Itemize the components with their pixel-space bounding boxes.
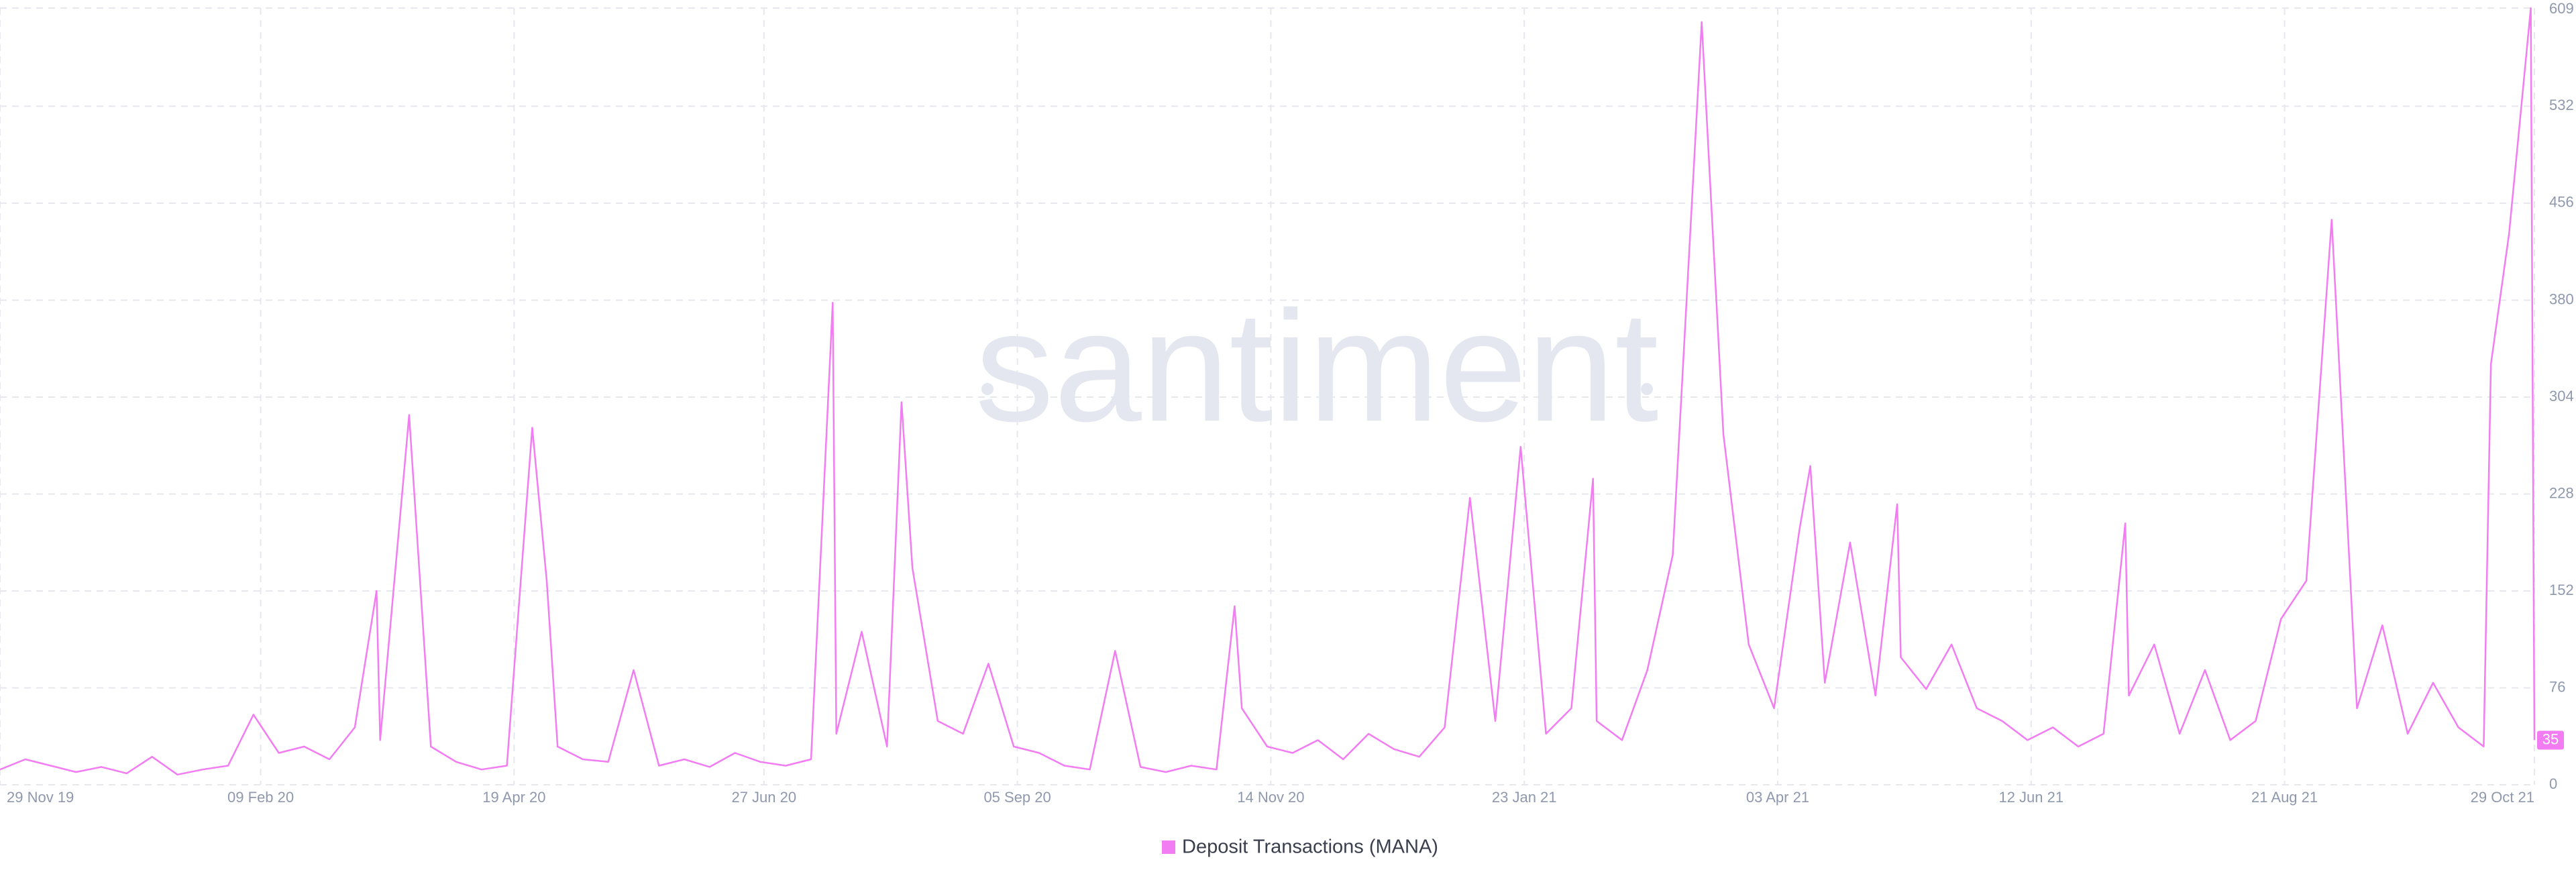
x-tick-label: 27 Jun 20 <box>731 789 796 806</box>
x-tick-label: 05 Sep 20 <box>983 789 1051 806</box>
x-tick-label: 29 Oct 21 <box>2471 789 2534 806</box>
x-tick-label: 03 Apr 21 <box>1746 789 1809 806</box>
series-line <box>0 7 2536 776</box>
grid: 0 76 152 228 304 380 456 532 609 29 Nov 19 09 Feb … <box>0 0 2574 806</box>
x-tick-label: 09 Feb 20 <box>227 789 294 806</box>
y-tick-label: 76 <box>2549 678 2565 695</box>
y-tick-label: 532 <box>2549 97 2574 113</box>
plot: 35 <box>0 7 2564 776</box>
x-tick-label: 21 Aug 21 <box>2251 789 2318 806</box>
legend-swatch <box>1162 840 1175 854</box>
y-tick-label: 0 <box>2549 775 2557 792</box>
y-tick-label: 456 <box>2549 194 2574 211</box>
x-tick-label: 19 Apr 20 <box>482 789 545 806</box>
y-tick-label: 228 <box>2549 484 2574 501</box>
last-value-label: 35 <box>2542 730 2559 747</box>
x-tick-label: 23 Jan 21 <box>1492 789 1557 806</box>
y-tick-label: 380 <box>2549 290 2574 307</box>
legend-label: Deposit Transactions (MANA) <box>1182 836 1438 858</box>
watermark-text: santiment <box>975 278 1659 454</box>
y-tick-label: 152 <box>2549 582 2574 598</box>
y-tick-label: 609 <box>2549 0 2574 17</box>
x-tick-label: 29 Nov 19 <box>7 789 74 806</box>
legend: Deposit Transactions (MANA) <box>1162 836 1438 858</box>
x-tick-label: 12 Jun 21 <box>1998 789 2063 806</box>
y-tick-label: 304 <box>2549 388 2574 404</box>
x-tick-label: 14 Nov 20 <box>1237 789 1304 806</box>
last-value-badge <box>2537 730 2564 750</box>
watermark: santiment <box>975 278 1659 454</box>
